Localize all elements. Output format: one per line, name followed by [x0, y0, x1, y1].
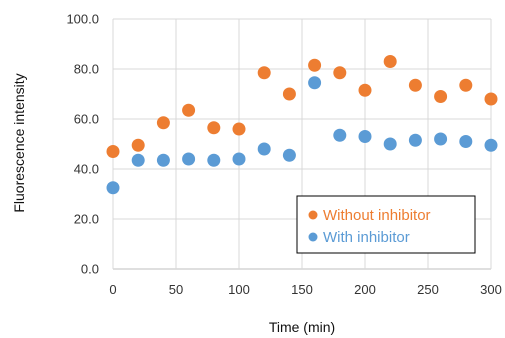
point-with-inhibitor [434, 132, 448, 146]
y-tick-label: 80.0 [74, 62, 99, 77]
point-without-inhibitor [383, 55, 397, 68]
point-with-inhibitor [308, 76, 322, 90]
legend-box [296, 195, 476, 254]
x-tick-label: 50 [169, 282, 183, 297]
legend-marker-with-inhibitor [308, 232, 318, 242]
point-with-inhibitor [333, 128, 347, 142]
x-tick-label: 100 [228, 282, 250, 297]
point-without-inhibitor [434, 90, 448, 103]
point-with-inhibitor [358, 130, 372, 143]
y-tick-label: 0.0 [81, 262, 99, 277]
point-with-inhibitor [207, 153, 221, 167]
x-axis-title: Time (min) [269, 319, 335, 335]
point-without-inhibitor [459, 78, 473, 92]
point-with-inhibitor [156, 153, 170, 167]
point-with-inhibitor [106, 181, 120, 195]
point-with-inhibitor [282, 148, 296, 162]
x-axis-ticks: 0 50 100 150 200 250 300 [109, 282, 501, 297]
point-with-inhibitor [232, 152, 246, 166]
point-without-inhibitor [408, 78, 422, 92]
point-with-inhibitor [131, 153, 145, 167]
point-with-inhibitor [383, 137, 397, 151]
point-without-inhibitor [106, 145, 120, 158]
point-without-inhibitor [358, 83, 372, 97]
x-tick-label: 300 [480, 282, 502, 297]
y-tick-label: 100.0 [66, 12, 99, 27]
point-without-inhibitor [207, 121, 221, 135]
y-axis-title: Fluorescence intensity [11, 73, 27, 212]
y-axis-ticks: 0.0 20.0 40.0 60.0 80.0 100.0 [66, 12, 99, 277]
point-with-inhibitor [459, 135, 473, 148]
x-tick-label: 150 [291, 282, 313, 297]
y-tick-label: 60.0 [74, 112, 99, 127]
point-with-inhibitor [484, 138, 498, 152]
point-without-inhibitor [484, 92, 498, 106]
point-without-inhibitor [156, 116, 170, 130]
x-tick-label: 200 [354, 282, 376, 297]
legend-marker-without-inhibitor [308, 210, 318, 220]
point-without-inhibitor [282, 87, 296, 101]
point-without-inhibitor [333, 66, 347, 80]
x-tick-label: 250 [417, 282, 439, 297]
data-points [106, 55, 498, 195]
x-tick-label: 0 [109, 282, 116, 297]
y-tick-label: 20.0 [74, 212, 99, 227]
point-with-inhibitor [182, 152, 196, 166]
legend-label-without-inhibitor: Without inhibitor [323, 207, 431, 224]
point-without-inhibitor [182, 103, 196, 117]
y-tick-label: 40.0 [74, 162, 99, 177]
point-without-inhibitor [232, 122, 246, 136]
point-without-inhibitor [131, 138, 145, 152]
point-without-inhibitor [257, 66, 271, 80]
legend-label-with-inhibitor: With inhibitor [323, 229, 410, 246]
legend: Without inhibitor With inhibitor [296, 195, 476, 254]
point-without-inhibitor [308, 58, 322, 72]
point-with-inhibitor [257, 142, 271, 156]
point-with-inhibitor [408, 133, 422, 147]
